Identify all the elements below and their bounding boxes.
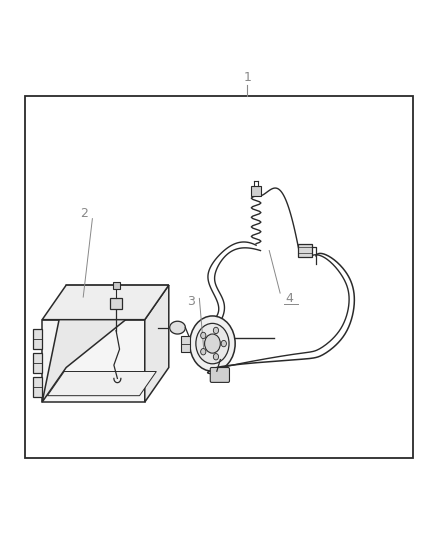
Text: 1: 1 [244,71,251,84]
Circle shape [221,341,226,347]
Text: 2: 2 [80,207,88,220]
Polygon shape [32,353,42,373]
Polygon shape [145,285,169,402]
Polygon shape [32,376,42,397]
Polygon shape [170,321,185,334]
Circle shape [213,353,219,360]
Polygon shape [42,285,169,320]
Circle shape [213,327,219,334]
Circle shape [205,334,220,353]
Text: 3: 3 [187,295,194,308]
Polygon shape [47,372,156,395]
Bar [251,186,261,196]
Circle shape [201,332,206,338]
Circle shape [190,316,235,371]
Bar [110,297,122,309]
FancyBboxPatch shape [210,368,230,382]
Circle shape [201,349,206,355]
Circle shape [196,324,229,364]
Bar [298,244,312,257]
Text: 4: 4 [285,292,293,305]
Bar [181,336,190,352]
Bar [113,281,120,289]
Bar [25,96,413,458]
Polygon shape [32,329,42,349]
Polygon shape [42,285,169,402]
Polygon shape [42,320,145,402]
